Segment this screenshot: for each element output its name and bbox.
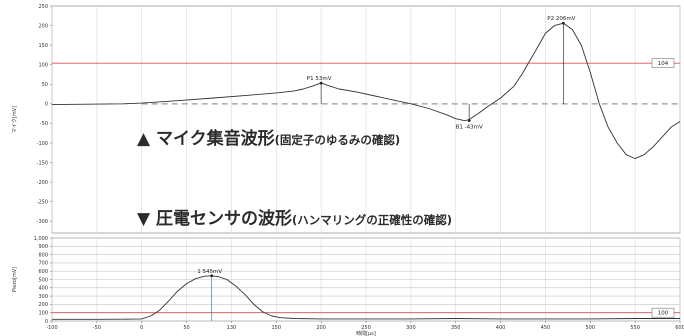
bottom-xtick-label: 300: [406, 325, 416, 331]
top-ytick-label: -100: [37, 141, 48, 147]
bottom-xtick-label: 500: [586, 325, 596, 331]
top-ytick-label: 150: [38, 43, 48, 49]
bottom-y-axis-label: Piezo[mV]: [12, 267, 18, 292]
bottom-xtick-label: 450: [541, 325, 551, 331]
top-caption-sub: (固定子のゆるみの確認): [274, 133, 401, 147]
top-ytick-label: 250: [38, 4, 48, 10]
bottom-ytick-label: 400: [38, 286, 48, 292]
bottom-caption-sub: (ハンマリングの正確性の確認): [292, 213, 453, 227]
bottom-xtick-label: 130: [227, 325, 237, 331]
bottom-caption-main: ▼ 圧電センサの波形: [137, 209, 292, 229]
bottom-xtick-label: 250: [361, 325, 371, 331]
top-ytick-label: -200: [37, 180, 48, 186]
top-plot-panel: -300 -250 -200 -150 -100 -50 0 50 100 150 200 250 マイ…: [12, 4, 681, 234]
bottom-xtick-label: -50: [93, 325, 101, 331]
bottom-ytick-label: 200: [38, 302, 48, 308]
top-peak-label: B1 -43mV: [456, 125, 483, 131]
bottom-ytick-label: 700: [38, 261, 48, 267]
top-peak-label: P1 53mV: [307, 76, 332, 82]
top-ref-label-box: [651, 58, 675, 68]
bottom-xtick-label: 200: [316, 325, 326, 331]
top-ytick-label: 0: [45, 102, 48, 108]
bottom-peak-label: 1 545mV: [197, 269, 222, 275]
top-peak-label: P2 206mV: [547, 16, 575, 22]
top-ytick-label: -150: [37, 160, 48, 166]
top-peak-point: [467, 119, 471, 123]
bottom-xtick-label: -100: [46, 325, 57, 331]
bottom-x-axis-label: 時間[μs]: [356, 331, 376, 336]
top-caption-main: ▲ マイク集音波形: [137, 129, 275, 149]
bottom-xtick-label: 350: [451, 325, 461, 331]
bottom-ytick-label: 1,000: [34, 236, 48, 242]
top-ref-label: 104: [658, 61, 669, 67]
top-ytick-label: -300: [37, 219, 48, 225]
bottom-xtick-label: 600: [675, 325, 684, 331]
bottom-ref-label: 100: [658, 311, 669, 317]
bottom-ref-label-box: [651, 307, 675, 318]
bottom-xtick-label: 0: [140, 325, 143, 331]
top-peak-point: [319, 81, 323, 85]
top-caption: ▲ マイク集音波形(固定子のゆるみの確認): [137, 131, 400, 148]
top-peak-point: [561, 21, 565, 25]
bottom-caption: ▼ 圧電センサの波形(ハンマリングの正確性の確認): [137, 211, 452, 228]
top-y-axis-label: マイク[mV]: [12, 106, 18, 133]
top-ytick-label: 50: [42, 82, 48, 88]
bottom-ytick-label: 900: [38, 244, 48, 250]
top-ytick-label: 100: [38, 63, 48, 69]
bottom-xtick-label: 150: [272, 325, 282, 331]
bottom-peak-point: [210, 274, 214, 278]
bottom-ytick-label: 500: [38, 277, 48, 283]
bottom-ytick-label: 100: [38, 311, 48, 317]
bottom-plot-panel: 01002003004005006007008009001,000Piezo[m…: [12, 236, 684, 336]
bottom-ytick-label: 800: [38, 252, 48, 258]
bottom-series-line: [52, 275, 680, 320]
bottom-xtick-label: 550: [630, 325, 640, 331]
top-ytick-label: -250: [37, 199, 48, 205]
top-ytick-label: 200: [38, 23, 48, 29]
top-ytick-label: -50: [40, 121, 48, 127]
bottom-xtick-label: 400: [496, 325, 506, 331]
bottom-ytick-label: 0: [45, 319, 48, 325]
bottom-ytick-label: 300: [38, 294, 48, 300]
bottom-ytick-label: 600: [38, 269, 48, 275]
bottom-xtick-label: 50: [183, 325, 189, 331]
